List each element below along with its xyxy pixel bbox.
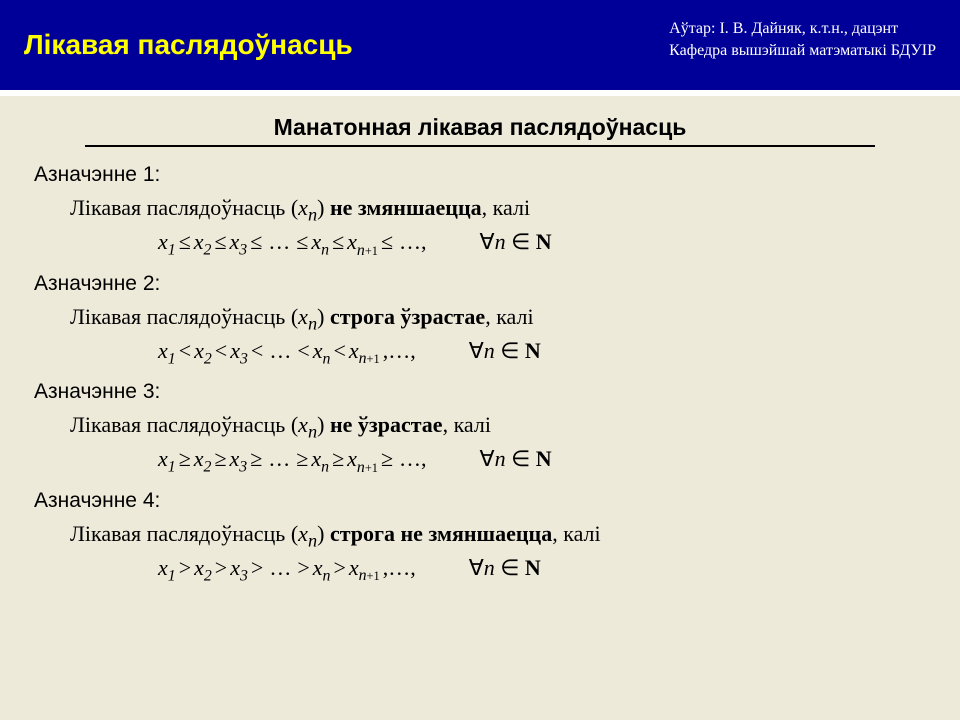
definition-head: Азначэнне 2: [28,272,932,296]
section-rule [85,145,875,147]
slide-header: Лікавая паслядоўнасць Аўтар: І. В. Дайня… [0,0,960,90]
definition-body: Лікавая паслядоўнасць (xn) не змяншаецца… [28,193,932,227]
slide-content: Манатонная лікавая паслядоўнасць Азначэн… [0,96,960,585]
definition-math: x1≤x2≤x3≤…≤xn≤xn+1≤…,∀n ∈ N [28,229,932,259]
section-title: Манатонная лікавая паслядоўнасць [28,114,932,141]
definition-block: Азначэнне 4: Лікавая паслядоўнасць (xn) с… [28,489,932,586]
definition-body: Лікавая паслядоўнасць (xn) строга не змя… [28,519,932,553]
definition-math: x1>x2>x3>…>xn>xn+1,…,∀n ∈ N [28,555,932,585]
definition-head: Азначэнне 4: [28,489,932,513]
definition-block: Азначэнне 2: Лікавая паслядоўнасць (xn) с… [28,272,932,369]
definition-head: Азначэнне 3: [28,380,932,404]
definition-block: Азначэнне 3: Лікавая паслядоўнасць (xn) н… [28,380,932,477]
definition-head: Азначэнне 1: [28,163,932,187]
definition-block: Азначэнне 1: Лікавая паслядоўнасць (xn) н… [28,163,932,260]
definition-math: x1≥x2≥x3≥…≥xn≥xn+1≥…,∀n ∈ N [28,446,932,476]
author-line-2: Кафедра вышэйшай матэматыкі БДУІР [669,40,936,62]
definitions-list: Азначэнне 1: Лікавая паслядоўнасць (xn) н… [28,163,932,585]
definition-body: Лікавая паслядоўнасць (xn) не ўзрастае, … [28,410,932,444]
page-title: Лікавая паслядоўнасць [24,29,353,61]
definition-body: Лікавая паслядоўнасць (xn) строга ўзраст… [28,302,932,336]
definition-math: x1<x2<x3<…<xn<xn+1,…,∀n ∈ N [28,338,932,368]
author-line-1: Аўтар: І. В. Дайняк, к.т.н., дацэнт [669,18,936,40]
author-block: Аўтар: І. В. Дайняк, к.т.н., дацэнт Кафе… [669,18,936,61]
